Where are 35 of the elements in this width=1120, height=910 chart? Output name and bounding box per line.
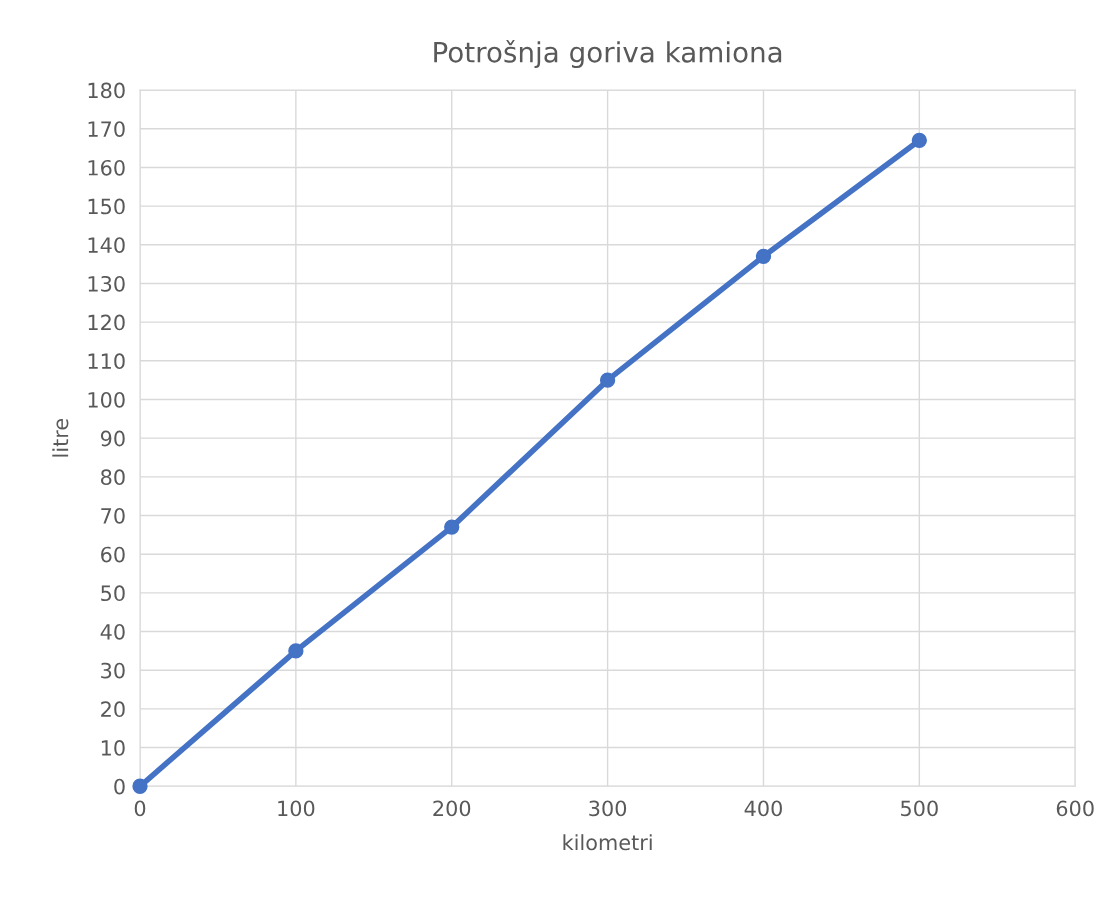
point [911, 132, 927, 149]
chart-title: Potrošnja goriva kamiona [434, 40, 782, 69]
x-tick-label: 300 [589, 800, 627, 817]
y-tick-label: 80 [101, 469, 125, 486]
y-tick-label: 10 [101, 740, 125, 756]
y-tick-label: 50 [101, 585, 125, 602]
x-tick-label: 100 [278, 800, 315, 817]
y-tick-label: 0 [114, 778, 125, 795]
y-tick-label: 100 [88, 391, 125, 408]
x-tick-label: 500 [901, 800, 938, 817]
y-tick-label: 70 [101, 507, 125, 524]
y-tick-label: 150 [88, 198, 125, 215]
point [444, 519, 460, 535]
y-tick-label: 120 [88, 314, 125, 331]
y-tick-label: 40 [100, 623, 125, 640]
point [288, 643, 304, 659]
y-tick-label: 130 [88, 275, 125, 292]
x-tick-label: 200 [433, 800, 471, 817]
y-tick-label: 90 [100, 430, 125, 447]
point [599, 372, 616, 388]
y-tick-label: 140 [88, 237, 125, 253]
x-tick-label: 400 [744, 800, 782, 817]
point [755, 248, 772, 265]
y-tick-label: 160 [88, 159, 125, 176]
y-tick-label: 30 [101, 662, 125, 679]
y-tick-label: 20 [101, 701, 125, 718]
x-axis-title: kilometri [563, 834, 652, 851]
y-tick-label: 170 [88, 121, 125, 137]
x-tick-label: 600 [1056, 800, 1094, 817]
y-tick-label: 60 [101, 546, 125, 563]
y-axis-title: litre [52, 418, 69, 457]
y-tick-label: 180 [88, 82, 125, 99]
y-tick-label: 110 [88, 353, 125, 370]
x-tick-label: 0 [134, 800, 146, 817]
point [132, 778, 148, 794]
